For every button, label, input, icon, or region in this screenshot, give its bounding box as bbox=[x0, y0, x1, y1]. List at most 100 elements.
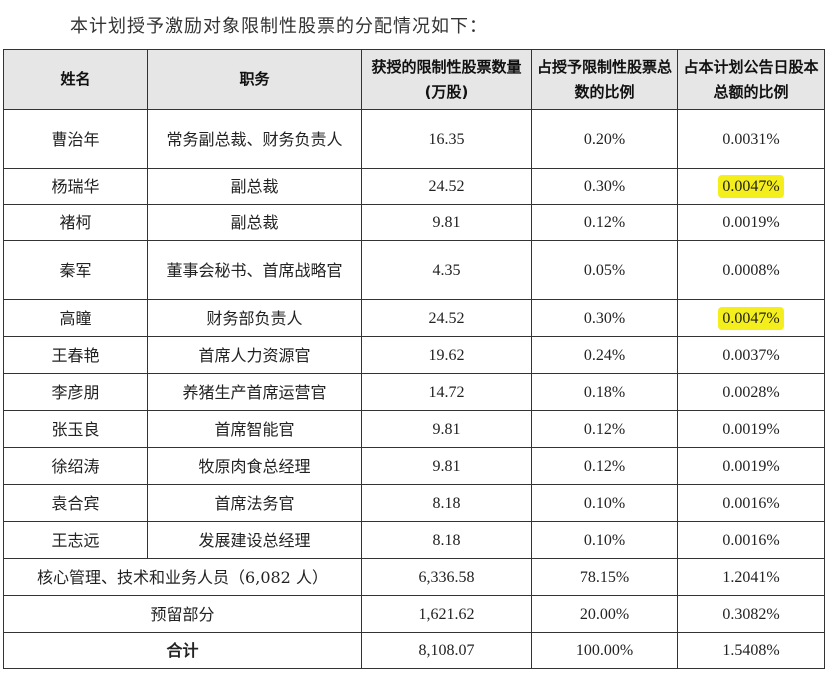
cell-pct-total: 0.0019% bbox=[677, 204, 825, 241]
cell-position: 财务部负责人 bbox=[147, 299, 362, 337]
cell-position: 牧原肉食总经理 bbox=[147, 447, 362, 485]
total-pct-total: 1.5408% bbox=[677, 632, 825, 669]
cell-position: 首席人力资源官 bbox=[147, 336, 362, 374]
cell-pct-total-value: 0.0019% bbox=[722, 214, 780, 231]
cell-pct-total: 0.0037% bbox=[677, 336, 825, 374]
cell-name: 徐绍涛 bbox=[3, 447, 148, 485]
intro-text: 本计划授予激励对象限制性股票的分配情况如下： bbox=[70, 16, 488, 37]
cell-shares: 24.52 bbox=[361, 168, 532, 205]
cell-shares: 8.18 bbox=[361, 521, 532, 559]
cell-position: 副总裁 bbox=[147, 204, 362, 241]
cell-shares: 14.72 bbox=[361, 373, 532, 411]
table-row: 王志远 发展建设总经理 8.18 0.10% 0.0016% bbox=[3, 521, 825, 559]
cell-pct-total-value: 0.0008% bbox=[722, 261, 780, 279]
cell-name: 杨瑞华 bbox=[3, 168, 148, 205]
cell-shares: 8.18 bbox=[361, 484, 532, 522]
cell-pct-total-value: 0.0016% bbox=[722, 494, 780, 512]
cell-pct-total: 0.0047% bbox=[677, 299, 825, 337]
cell-pct-grant: 0.10% bbox=[531, 521, 678, 559]
allocation-table: 姓名 职务 获授的限制性股票数量(万股) 占授予限制性股票总数的比例 占本计划公… bbox=[3, 49, 825, 669]
cell-pct-total: 0.0028% bbox=[677, 373, 825, 411]
cell-name: 袁合宾 bbox=[3, 484, 148, 522]
core-staff-row: 核心管理、技术和业务人员（6,082 人） 6,336.58 78.15% 1.… bbox=[3, 558, 825, 596]
cell-pct-grant: 0.30% bbox=[531, 168, 678, 205]
table-row: 张玉良 首席智能官 9.81 0.12% 0.0019% bbox=[3, 410, 825, 448]
cell-shares: 9.81 bbox=[361, 204, 532, 241]
cell-shares: 24.52 bbox=[361, 299, 532, 337]
cell-pct-grant: 0.12% bbox=[531, 204, 678, 241]
cell-pct-grant: 0.18% bbox=[531, 373, 678, 411]
cell-name: 李彦朋 bbox=[3, 373, 148, 411]
cell-name: 高瞳 bbox=[3, 299, 148, 337]
header-row: 姓名 职务 获授的限制性股票数量(万股) 占授予限制性股票总数的比例 占本计划公… bbox=[3, 49, 825, 110]
cell-position: 首席智能官 bbox=[147, 410, 362, 448]
cell-pct-total-value: 0.0031% bbox=[722, 130, 780, 148]
cell-pct-total-value: 0.0028% bbox=[722, 383, 780, 401]
reserved-row: 预留部分 1,621.62 20.00% 0.3082% bbox=[3, 595, 825, 633]
cell-shares: 4.35 bbox=[361, 240, 532, 300]
reserved-shares: 1,621.62 bbox=[361, 595, 532, 633]
cell-pct-total: 0.0008% bbox=[677, 240, 825, 300]
cell-shares: 9.81 bbox=[361, 410, 532, 448]
cell-position: 首席法务官 bbox=[147, 484, 362, 522]
cell-position: 发展建设总经理 bbox=[147, 521, 362, 559]
total-pct-grant: 100.00% bbox=[531, 632, 678, 669]
cell-pct-total: 0.0019% bbox=[677, 447, 825, 485]
cell-pct-total-value: 0.0016% bbox=[722, 531, 780, 549]
table-header: 姓名 职务 获授的限制性股票数量(万股) 占授予限制性股票总数的比例 占本计划公… bbox=[3, 49, 825, 110]
header-name: 姓名 bbox=[3, 49, 148, 110]
cell-pct-grant: 0.30% bbox=[531, 299, 678, 337]
cell-shares: 19.62 bbox=[361, 336, 532, 374]
table-row: 徐绍涛 牧原肉食总经理 9.81 0.12% 0.0019% bbox=[3, 447, 825, 485]
reserved-pct-total: 0.3082% bbox=[677, 595, 825, 633]
cell-pct-total: 0.0016% bbox=[677, 521, 825, 559]
core-staff-label: 核心管理、技术和业务人员（6,082 人） bbox=[3, 558, 362, 596]
table-row: 高瞳 财务部负责人 24.52 0.30% 0.0047% bbox=[3, 299, 825, 337]
cell-pct-total-value: 0.0037% bbox=[722, 346, 780, 364]
cell-pct-total-value: 0.0019% bbox=[722, 420, 780, 438]
cell-pct-total: 0.0019% bbox=[677, 410, 825, 448]
reserved-label: 预留部分 bbox=[3, 595, 362, 633]
cell-position: 副总裁 bbox=[147, 168, 362, 205]
highlight-mark: 0.0047% bbox=[718, 306, 784, 330]
table-body: 曹治年 常务副总裁、财务负责人 16.35 0.20% 0.0031% 杨瑞华 … bbox=[3, 109, 825, 669]
cell-pct-total-value: 0.0019% bbox=[722, 457, 780, 475]
core-staff-shares: 6,336.58 bbox=[361, 558, 532, 596]
table-row: 李彦朋 养猪生产首席运营官 14.72 0.18% 0.0028% bbox=[3, 373, 825, 411]
cell-name: 王春艳 bbox=[3, 336, 148, 374]
cell-pct-grant: 0.12% bbox=[531, 447, 678, 485]
cell-pct-grant: 0.24% bbox=[531, 336, 678, 374]
cell-position: 常务副总裁、财务负责人 bbox=[147, 109, 362, 169]
cell-name: 王志远 bbox=[3, 521, 148, 559]
cell-name: 曹治年 bbox=[3, 109, 148, 169]
cell-pct-total: 0.0047% bbox=[677, 168, 825, 205]
cell-shares: 9.81 bbox=[361, 447, 532, 485]
header-position: 职务 bbox=[147, 49, 362, 110]
table-row: 褚柯 副总裁 9.81 0.12% 0.0019% bbox=[3, 204, 825, 241]
cell-pct-grant: 0.12% bbox=[531, 410, 678, 448]
table-row: 曹治年 常务副总裁、财务负责人 16.35 0.20% 0.0031% bbox=[3, 109, 825, 169]
cell-pct-grant: 0.05% bbox=[531, 240, 678, 300]
header-shares: 获授的限制性股票数量(万股) bbox=[361, 49, 532, 110]
total-shares: 8,108.07 bbox=[361, 632, 532, 669]
total-row: 合计 8,108.07 100.00% 1.5408% bbox=[3, 632, 825, 669]
total-label: 合计 bbox=[3, 632, 362, 669]
cell-name: 秦军 bbox=[3, 240, 148, 300]
table-row: 袁合宾 首席法务官 8.18 0.10% 0.0016% bbox=[3, 484, 825, 522]
reserved-pct-grant: 20.00% bbox=[531, 595, 678, 633]
cell-name: 褚柯 bbox=[3, 204, 148, 241]
cell-pct-grant: 0.20% bbox=[531, 109, 678, 169]
highlight-mark: 0.0047% bbox=[718, 175, 784, 198]
cell-name: 张玉良 bbox=[3, 410, 148, 448]
core-staff-pct-total: 1.2041% bbox=[677, 558, 825, 596]
cell-position: 董事会秘书、首席战略官 bbox=[147, 240, 362, 300]
table-row: 杨瑞华 副总裁 24.52 0.30% 0.0047% bbox=[3, 168, 825, 205]
header-pct-total: 占本计划公告日股本总额的比例 bbox=[677, 49, 825, 110]
cell-pct-total: 0.0016% bbox=[677, 484, 825, 522]
cell-pct-total: 0.0031% bbox=[677, 109, 825, 169]
cell-pct-grant: 0.10% bbox=[531, 484, 678, 522]
table-row: 王春艳 首席人力资源官 19.62 0.24% 0.0037% bbox=[3, 336, 825, 374]
table-row: 秦军 董事会秘书、首席战略官 4.35 0.05% 0.0008% bbox=[3, 240, 825, 300]
cell-position: 养猪生产首席运营官 bbox=[147, 373, 362, 411]
core-staff-pct-grant: 78.15% bbox=[531, 558, 678, 596]
